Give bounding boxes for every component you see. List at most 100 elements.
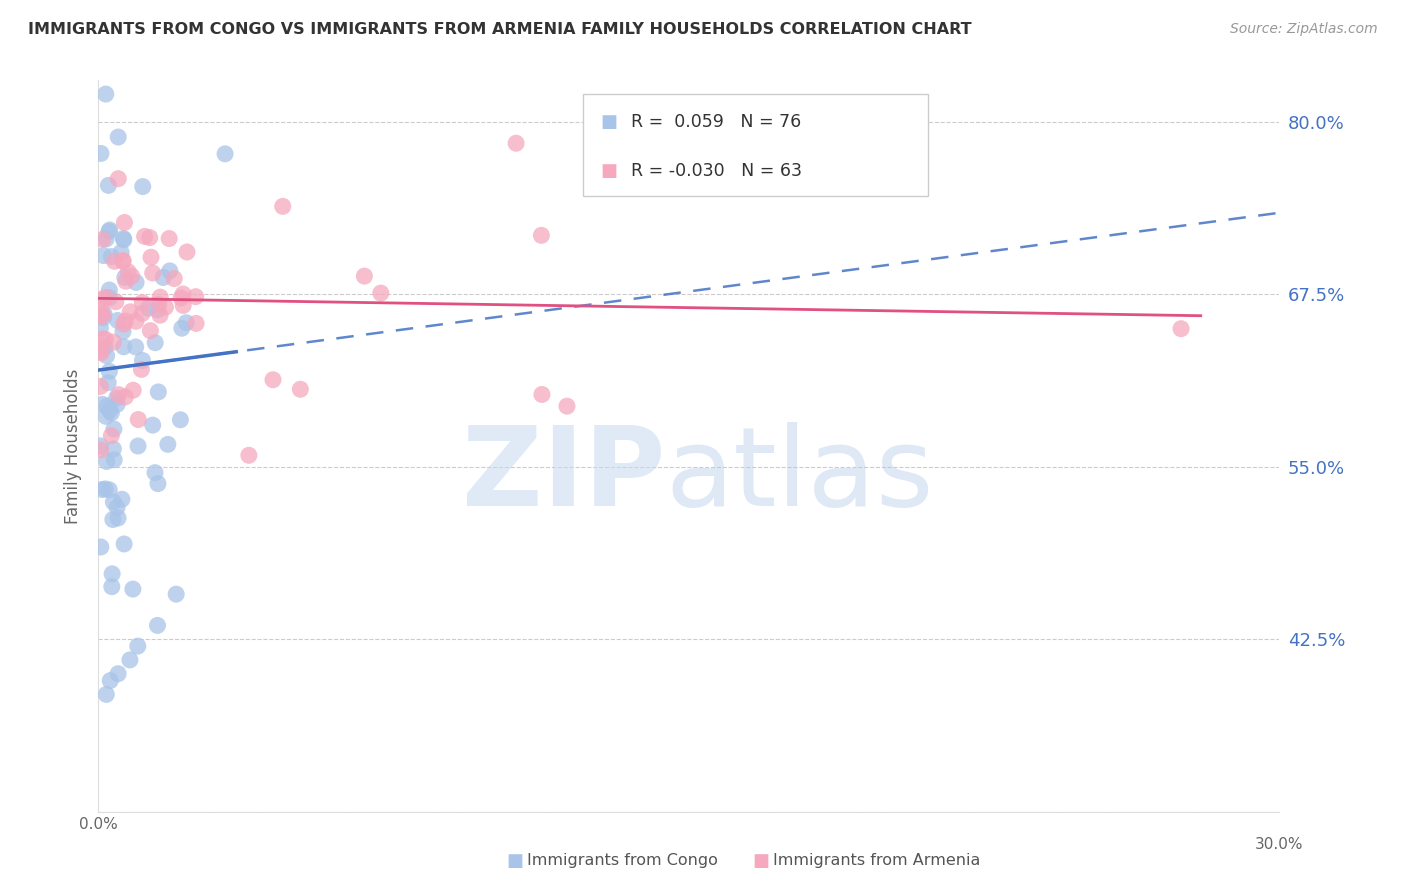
Point: [107, 171, 129, 186]
Point: [89, 343, 111, 358]
Point: [96, 687, 118, 701]
Point: [90, 300, 112, 314]
Point: [148, 384, 170, 399]
Point: [103, 254, 125, 268]
Point: [114, 215, 136, 229]
Point: [98, 224, 121, 238]
Point: [94, 409, 117, 424]
Point: [103, 452, 125, 467]
Text: Source: ZipAtlas.com: Source: ZipAtlas.com: [1230, 22, 1378, 37]
Text: Immigrants from Congo: Immigrants from Congo: [527, 854, 718, 868]
Point: [96, 349, 118, 363]
Point: [98, 673, 121, 688]
Point: [290, 382, 312, 396]
Point: [174, 316, 197, 330]
Point: [127, 639, 149, 653]
Point: [112, 231, 135, 245]
Point: [370, 286, 392, 301]
Point: [107, 130, 129, 145]
Point: [159, 264, 181, 278]
Point: [122, 383, 145, 397]
Point: [136, 301, 159, 316]
Point: [94, 332, 117, 346]
Point: [100, 406, 122, 420]
Point: [139, 324, 162, 338]
Point: [90, 540, 112, 554]
Point: [105, 397, 128, 411]
Point: [94, 340, 117, 354]
Point: [138, 230, 160, 244]
Point: [271, 199, 294, 213]
Point: [112, 537, 135, 551]
Point: [127, 412, 149, 426]
Point: [134, 229, 156, 244]
Point: [93, 310, 115, 325]
Point: [163, 271, 186, 285]
Point: [172, 298, 194, 312]
Point: [89, 379, 111, 393]
Point: [142, 266, 165, 280]
Point: [105, 500, 128, 515]
Point: [103, 495, 125, 509]
Point: [91, 292, 114, 306]
Point: [353, 269, 375, 284]
Point: [118, 653, 141, 667]
Point: [101, 580, 124, 594]
Point: [146, 618, 169, 632]
Point: [170, 321, 193, 335]
Point: [114, 390, 136, 404]
Point: [125, 314, 148, 328]
Point: [112, 233, 135, 247]
Point: [149, 308, 172, 322]
Text: R = -0.030   N = 63: R = -0.030 N = 63: [631, 161, 803, 179]
Point: [1170, 321, 1192, 335]
Point: [530, 387, 553, 401]
Point: [97, 178, 120, 193]
Point: [93, 307, 115, 321]
Point: [131, 295, 153, 310]
Point: [121, 269, 143, 284]
Point: [176, 245, 198, 260]
Point: [98, 291, 121, 305]
Point: [114, 270, 136, 285]
Point: [89, 321, 111, 335]
Point: [112, 340, 135, 354]
Point: [149, 290, 172, 304]
Point: [142, 418, 165, 433]
Point: [103, 442, 125, 456]
Point: [505, 136, 527, 151]
Point: [107, 313, 129, 327]
Point: [94, 290, 117, 304]
Point: [114, 314, 136, 328]
Point: [101, 566, 124, 581]
Point: [91, 308, 114, 322]
Text: 30.0%: 30.0%: [1256, 837, 1303, 852]
Point: [165, 587, 187, 601]
Point: [131, 353, 153, 368]
Point: [184, 290, 207, 304]
Point: [90, 345, 112, 359]
Point: [530, 228, 553, 243]
Point: [555, 399, 578, 413]
Text: ■: ■: [506, 852, 523, 870]
Point: [131, 362, 153, 376]
Point: [105, 391, 128, 405]
Point: [132, 179, 155, 194]
Text: Immigrants from Armenia: Immigrants from Armenia: [773, 854, 980, 868]
Point: [120, 305, 142, 319]
Point: [172, 287, 194, 301]
Point: [112, 253, 135, 268]
Point: [98, 364, 121, 378]
Point: [139, 250, 162, 264]
Point: [107, 511, 129, 525]
Point: [107, 387, 129, 401]
Point: [94, 232, 117, 246]
Point: [91, 332, 114, 346]
Point: [131, 306, 153, 320]
Point: [122, 582, 145, 596]
Point: [103, 422, 125, 436]
Point: [97, 376, 120, 390]
Point: [101, 512, 124, 526]
Point: [89, 310, 111, 324]
Point: [170, 291, 193, 305]
